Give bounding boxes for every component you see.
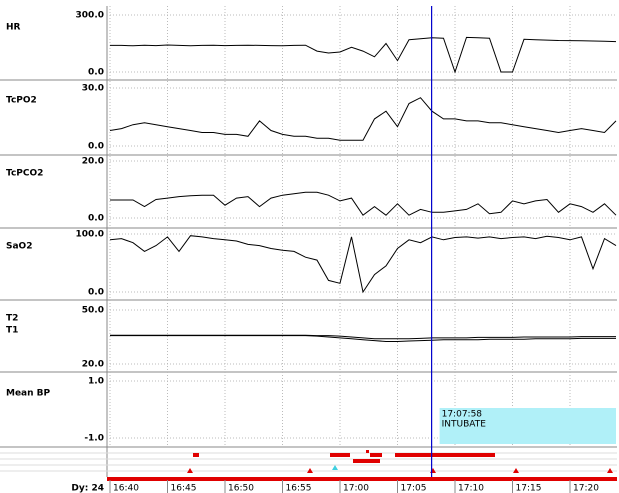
panel-title: HR <box>6 23 21 33</box>
event-bars <box>107 450 617 481</box>
x-tick-label: 17:00 <box>343 484 369 493</box>
x-tick-label: 16:50 <box>228 484 254 493</box>
x-tick-label: 16:55 <box>286 484 312 493</box>
trend-line <box>109 97 617 141</box>
x-tick-label: 16:40 <box>113 484 139 493</box>
event-marker <box>332 465 338 470</box>
panel-borders <box>0 6 617 477</box>
y-tick-label: 50.0 <box>82 306 104 316</box>
y-tick-label: 20.0 <box>82 157 104 167</box>
y-tick-label: 100.0 <box>76 230 104 240</box>
legend-label: T2 <box>6 314 18 324</box>
y-tick-label: -1.0 <box>84 434 104 444</box>
day-label: Dy: 24 <box>71 484 104 493</box>
panel-title: Mean BP <box>6 389 51 399</box>
y-tick-label: 1.0 <box>88 377 104 387</box>
panel-title: TcPCO2 <box>6 169 43 179</box>
y-tick-label: 0.0 <box>88 214 104 224</box>
trend-line <box>110 335 616 342</box>
legend-label: T1 <box>6 326 18 336</box>
panel-title: SaO2 <box>6 242 32 252</box>
x-tick-label: 17:15 <box>516 484 542 493</box>
y-tick-label: 0.0 <box>88 288 104 298</box>
y-tick-label: 0.0 <box>88 68 104 78</box>
y-tick-label: 20.0 <box>82 360 104 370</box>
x-tick-label: 17:10 <box>458 484 484 493</box>
panel-title: TcPO2 <box>6 96 37 106</box>
trend-line <box>110 191 617 216</box>
x-tick-label: 17:20 <box>573 484 599 493</box>
annotation-time: 17:07:58 <box>442 410 483 420</box>
trend-line <box>109 235 617 294</box>
x-tick-label: 16:45 <box>171 484 197 493</box>
y-tick-label: 30.0 <box>82 84 104 94</box>
x-tick-label: 17:05 <box>401 484 427 493</box>
y-tick-label: 0.0 <box>88 142 104 152</box>
y-tick-label: 300.0 <box>76 11 104 21</box>
annotation-text: INTUBATE <box>442 420 487 430</box>
annotation-box <box>439 408 616 444</box>
trend-line <box>110 36 617 74</box>
